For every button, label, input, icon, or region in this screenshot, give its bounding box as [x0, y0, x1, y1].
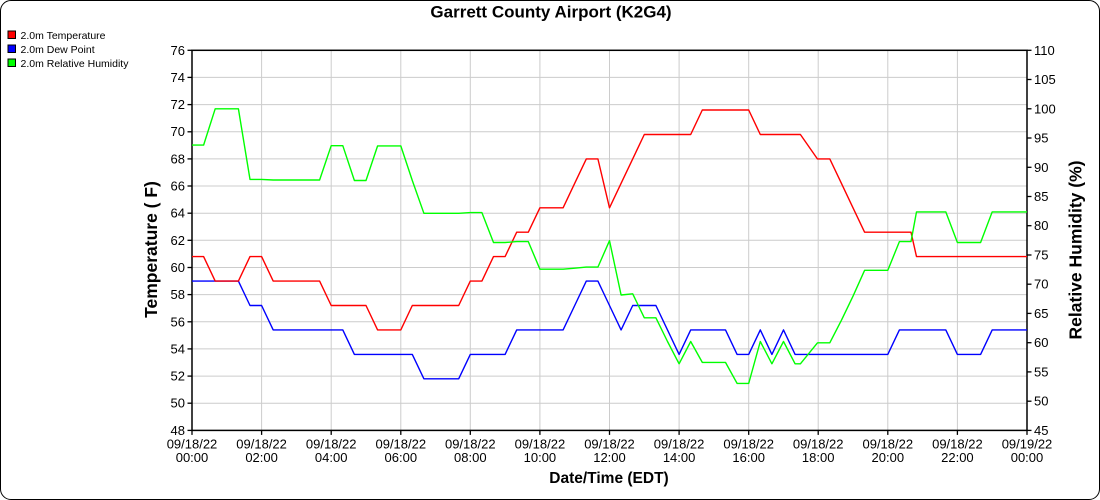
svg-text:06:00: 06:00 — [385, 450, 418, 465]
svg-text:09/18/22: 09/18/22 — [375, 437, 426, 452]
svg-text:65: 65 — [1034, 306, 1048, 321]
svg-text:64: 64 — [171, 206, 185, 221]
svg-text:Garrett County Airport (K2G4): Garrett County Airport (K2G4) — [430, 3, 671, 22]
svg-text:2.0m Relative Humidity: 2.0m Relative Humidity — [21, 58, 130, 70]
svg-text:Date/Time (EDT): Date/Time (EDT) — [549, 470, 668, 487]
svg-text:68: 68 — [171, 151, 185, 166]
svg-text:09/18/22: 09/18/22 — [584, 437, 635, 452]
svg-text:20:00: 20:00 — [872, 450, 905, 465]
svg-text:56: 56 — [171, 314, 185, 329]
svg-text:09/18/22: 09/18/22 — [167, 437, 218, 452]
svg-text:09/18/22: 09/18/22 — [862, 437, 913, 452]
svg-text:66: 66 — [171, 179, 185, 194]
svg-text:58: 58 — [171, 287, 185, 302]
svg-text:Relative Humidity (%): Relative Humidity (%) — [1066, 161, 1086, 340]
svg-text:09/18/22: 09/18/22 — [306, 437, 357, 452]
svg-text:50: 50 — [1034, 394, 1048, 409]
svg-text:Temperature ( F): Temperature ( F) — [141, 181, 161, 318]
svg-text:09/19/22: 09/19/22 — [1002, 437, 1053, 452]
svg-text:48: 48 — [171, 423, 185, 438]
svg-text:74: 74 — [171, 70, 185, 85]
svg-text:62: 62 — [171, 233, 185, 248]
svg-text:08:00: 08:00 — [454, 450, 487, 465]
svg-text:09/18/22: 09/18/22 — [515, 437, 566, 452]
svg-text:54: 54 — [171, 341, 185, 356]
svg-text:12:00: 12:00 — [593, 450, 626, 465]
svg-text:22:00: 22:00 — [941, 450, 974, 465]
svg-text:2.0m Dew Point: 2.0m Dew Point — [21, 44, 95, 56]
svg-text:09/18/22: 09/18/22 — [236, 437, 287, 452]
svg-text:09/18/22: 09/18/22 — [723, 437, 774, 452]
svg-text:18:00: 18:00 — [802, 450, 835, 465]
svg-text:14:00: 14:00 — [663, 450, 696, 465]
svg-text:16:00: 16:00 — [732, 450, 765, 465]
svg-text:76: 76 — [171, 43, 185, 58]
svg-text:09/18/22: 09/18/22 — [654, 437, 705, 452]
svg-text:60: 60 — [171, 260, 185, 275]
svg-text:60: 60 — [1034, 335, 1048, 350]
svg-text:55: 55 — [1034, 364, 1048, 379]
svg-text:02:00: 02:00 — [245, 450, 278, 465]
svg-text:70: 70 — [1034, 277, 1048, 292]
svg-text:52: 52 — [171, 369, 185, 384]
svg-text:00:00: 00:00 — [176, 450, 209, 465]
svg-text:110: 110 — [1034, 43, 1055, 58]
svg-text:75: 75 — [1034, 248, 1048, 263]
svg-text:100: 100 — [1034, 101, 1056, 116]
svg-text:09/18/22: 09/18/22 — [445, 437, 496, 452]
svg-text:10:00: 10:00 — [524, 450, 557, 465]
svg-text:00:00: 00:00 — [1011, 450, 1044, 465]
svg-text:09/18/22: 09/18/22 — [932, 437, 983, 452]
svg-text:72: 72 — [171, 97, 185, 112]
svg-text:95: 95 — [1034, 131, 1048, 146]
svg-text:90: 90 — [1034, 160, 1048, 175]
svg-text:04:00: 04:00 — [315, 450, 348, 465]
svg-text:85: 85 — [1034, 189, 1048, 204]
svg-text:70: 70 — [171, 124, 185, 139]
svg-text:2.0m Temperature: 2.0m Temperature — [21, 30, 106, 42]
svg-text:80: 80 — [1034, 218, 1048, 233]
svg-text:105: 105 — [1034, 72, 1056, 87]
svg-text:50: 50 — [171, 396, 185, 411]
svg-text:09/18/22: 09/18/22 — [793, 437, 844, 452]
svg-text:45: 45 — [1034, 423, 1048, 438]
